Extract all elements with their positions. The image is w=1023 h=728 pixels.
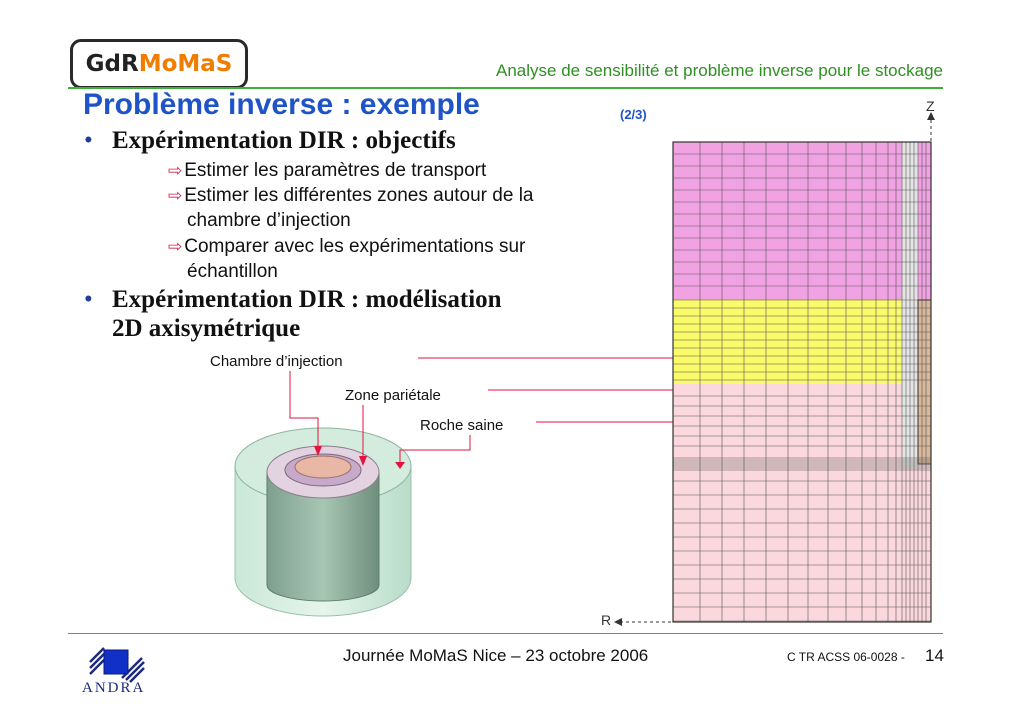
- arrow-right-icon: ⇨: [168, 161, 183, 180]
- chamber-border: [917, 299, 932, 465]
- label-parietal-zone: Zone pariétale: [345, 387, 441, 404]
- footer-event: Journée MoMaS Nice – 23 octobre 2006: [343, 646, 649, 665]
- page-title: Problème inverse : exemple: [83, 88, 480, 121]
- chamber-top: [294, 455, 352, 479]
- mesh-figure: [614, 112, 935, 626]
- arrow-chamber-left: [289, 371, 319, 450]
- bullet-dot-icon: •: [84, 127, 93, 154]
- header-title: Analyse de sensibilité et problème inver…: [496, 61, 943, 80]
- bottom-divider: [68, 633, 943, 634]
- bullet-objectives: Expérimentation DIR : objectifs: [112, 127, 456, 154]
- footer-reference: C TR ACSS 06-0028 -: [787, 650, 905, 664]
- bullet-modelisation-cont: 2D axisymétrique: [112, 315, 301, 342]
- healthy-rock-zone: [673, 384, 931, 622]
- yellow-zone: [673, 300, 931, 384]
- subitem-zones: ⇨ Estimer les différentes zones autour de…: [168, 185, 534, 206]
- label-injection-chamber: Chambre d’injection: [210, 353, 343, 370]
- logo-text-gdr: GdR: [85, 51, 139, 77]
- arrow-right-icon: ⇨: [168, 186, 183, 205]
- andra-org-name: ANDRA: [82, 680, 146, 696]
- top-divider: [68, 87, 943, 89]
- r-axis-arrowhead: [614, 618, 622, 626]
- page-number: 14: [925, 646, 944, 665]
- subitem-transport: ⇨ Estimer les paramètres de transport: [168, 160, 487, 181]
- injection-chamber-zone: [918, 300, 931, 464]
- inner-cylinder-body: [266, 471, 380, 602]
- label-healthy-rock: Roche saine: [420, 417, 504, 434]
- bullet-dot-icon: •: [84, 286, 93, 313]
- cylinder-illustration: [234, 427, 412, 617]
- logo-text-momas: MoMaS: [138, 51, 233, 77]
- subitem-compare: ⇨ Comparer avec les expérimentations sur: [168, 236, 526, 257]
- bullet-modelisation: Expérimentation DIR : modélisation: [112, 286, 502, 313]
- z-axis-arrowhead: [927, 112, 935, 120]
- axis-z-label: Z: [926, 98, 935, 114]
- arrow-right-icon: ⇨: [168, 237, 183, 256]
- subitem-zones-cont: chambre d’injection: [187, 210, 351, 231]
- subitem-compare-cont: échantillon: [187, 261, 278, 282]
- andra-logo: [89, 647, 145, 683]
- axis-r-label: R: [601, 612, 612, 628]
- arrow-rock-left: [399, 435, 471, 462]
- page-part-indicator: (2/3): [620, 107, 647, 122]
- gdr-momas-logo: GdR MoMaS: [70, 39, 248, 89]
